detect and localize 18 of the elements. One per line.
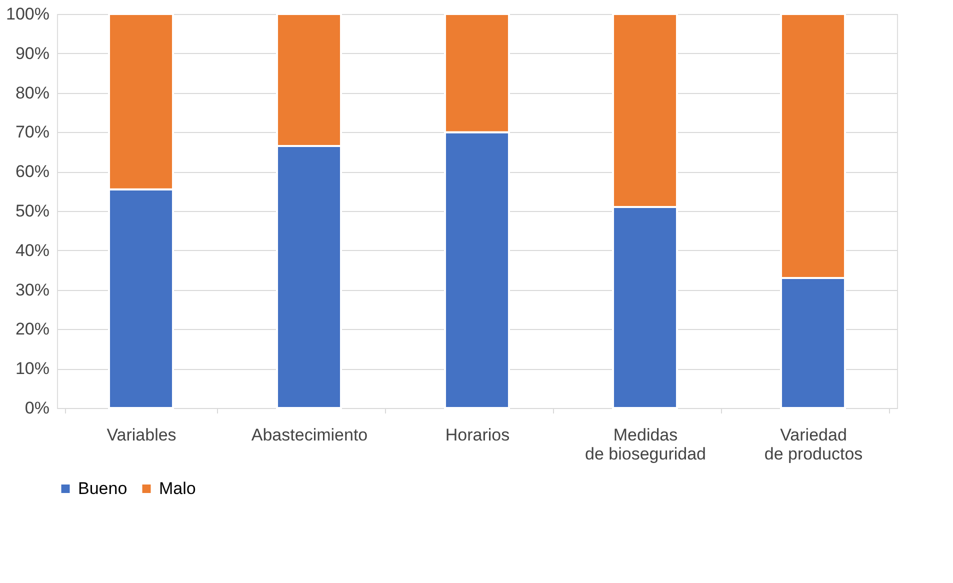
x-tick-label: Horarios (445, 426, 510, 444)
y-tick-label: 10% (15, 359, 50, 378)
y-tick-label: 20% (15, 320, 50, 339)
x-tick-label: Abastecimiento (251, 426, 368, 444)
legend-label: Malo (159, 478, 196, 498)
legend-label: Bueno (78, 478, 128, 498)
y-tick-label: 50% (15, 202, 50, 220)
x-tick-label: Medidas de bioseguridad (585, 426, 706, 464)
y-tick-label: 0% (24, 398, 50, 418)
y-tick-label: 80% (15, 83, 50, 102)
y-tick-label: 30% (15, 280, 50, 300)
x-tick-label: Variables (106, 426, 176, 444)
y-tick-label: 70% (15, 122, 50, 142)
y-tick-label: 100% (6, 4, 50, 24)
x-tick-label: Variedad de productos (764, 426, 863, 464)
y-tick-label: 90% (15, 44, 50, 63)
y-tick-label: 60% (15, 162, 50, 182)
y-tick-label: 40% (15, 240, 50, 260)
